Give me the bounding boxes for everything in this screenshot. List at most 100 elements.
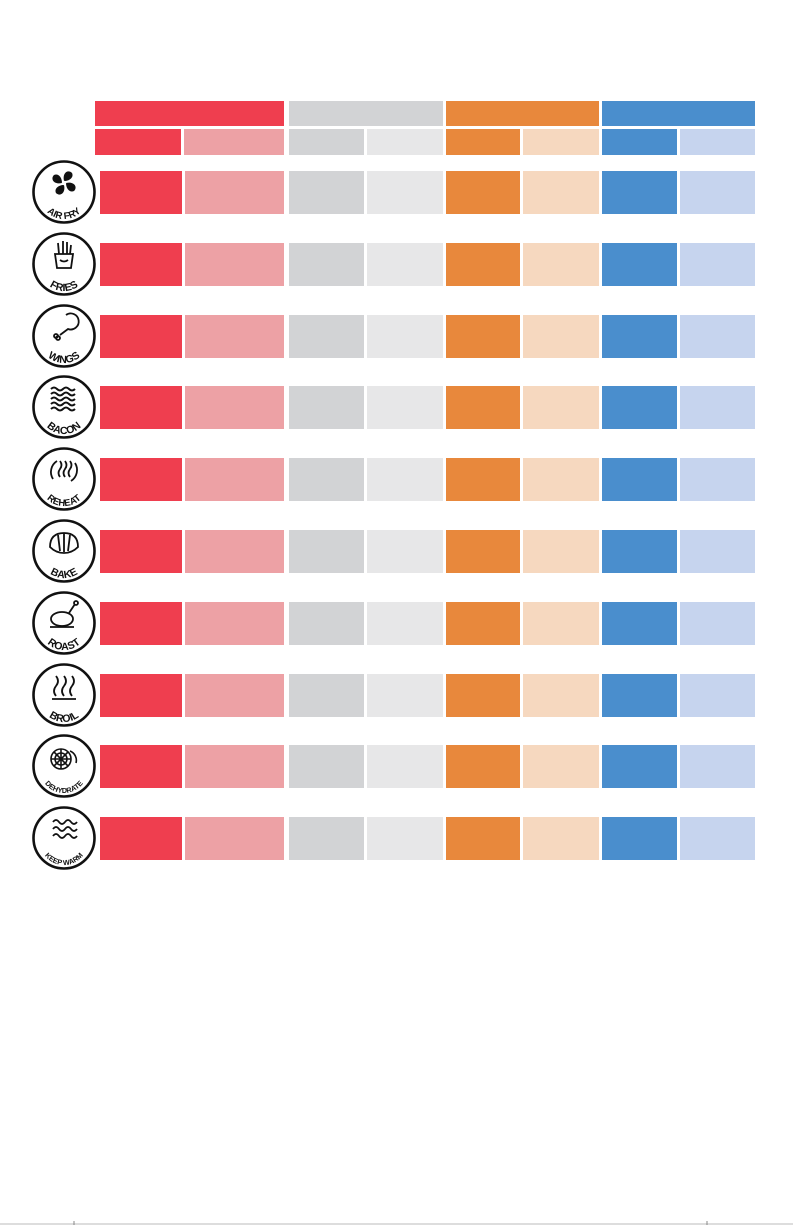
cell-roast-blue-light <box>680 601 755 645</box>
cell-reheat-blue-dark <box>602 458 677 502</box>
bacon-icon <box>50 386 76 412</box>
fan-icon <box>52 171 76 195</box>
cell-fries-gray-dark <box>289 242 364 286</box>
subheader-gray-light <box>367 129 443 155</box>
function-badge-bacon: BACON <box>31 374 97 440</box>
cell-dehydrate-red-dark <box>100 745 182 789</box>
cell-wings-orange-light <box>523 314 599 358</box>
function-label: ROAST <box>45 636 83 653</box>
cell-reheat-red-dark <box>100 458 182 502</box>
roast-chicken-icon <box>50 599 79 628</box>
cell-bacon-blue-dark <box>602 386 677 430</box>
cell-broil-orange-light <box>523 673 599 717</box>
cell-roast-blue-dark <box>602 601 677 645</box>
function-label: DEHYDRATE <box>43 779 85 795</box>
cell-dehydrate-red-light <box>185 745 284 789</box>
cell-fries-orange-dark <box>446 242 520 286</box>
cell-keep-warm-orange-dark <box>446 817 520 861</box>
cell-air-fry-blue-dark <box>602 171 677 214</box>
cell-bacon-red-dark <box>100 386 182 430</box>
svg-text:BACON: BACON <box>45 420 84 437</box>
svg-text:WINGS: WINGS <box>46 349 82 366</box>
cell-wings-gray-dark <box>289 314 364 358</box>
cell-keep-warm-orange-light <box>523 817 599 861</box>
cell-broil-red-light <box>185 673 284 717</box>
cell-wings-blue-light <box>680 314 755 358</box>
subheader-orange-dark <box>446 129 520 155</box>
cell-bacon-gray-dark <box>289 386 364 430</box>
header-bar-gray <box>289 101 443 126</box>
subheader-blue-light <box>680 129 755 155</box>
cell-air-fry-orange-light <box>523 171 599 214</box>
svg-text:KEEP WARM: KEEP WARM <box>43 851 85 868</box>
cell-fries-gray-light <box>367 242 443 286</box>
cell-wings-orange-dark <box>446 314 520 358</box>
cell-dehydrate-orange-dark <box>446 745 520 789</box>
cell-wings-gray-light <box>367 314 443 358</box>
cell-dehydrate-gray-dark <box>289 745 364 789</box>
dried-fruit-icon <box>50 748 78 771</box>
cell-fries-red-light <box>185 242 284 286</box>
header-bar-red <box>95 101 284 126</box>
cell-reheat-orange-light <box>523 458 599 502</box>
svg-text:DEHYDRATE: DEHYDRATE <box>43 779 85 795</box>
cell-keep-warm-gray-dark <box>289 817 364 861</box>
cell-reheat-gray-light <box>367 458 443 502</box>
drumstick-icon <box>53 312 80 341</box>
subheader-red-light <box>184 129 284 155</box>
cell-bake-gray-light <box>367 530 443 573</box>
function-label: WINGS <box>46 349 82 366</box>
cell-bacon-gray-light <box>367 386 443 430</box>
cell-broil-blue-light <box>680 673 755 717</box>
cell-roast-gray-dark <box>289 601 364 645</box>
cell-roast-red-dark <box>100 601 182 645</box>
function-label: BAKE <box>49 566 80 582</box>
subheader-orange-light <box>523 129 599 155</box>
fries-icon <box>53 240 75 269</box>
svg-text:FRIES: FRIES <box>48 278 80 294</box>
function-badge-keep-warm: KEEP WARM <box>31 805 97 871</box>
cell-bake-orange-dark <box>446 530 520 573</box>
cell-bake-red-dark <box>100 530 182 573</box>
function-label: BACON <box>45 420 84 437</box>
cell-reheat-blue-light <box>680 458 755 502</box>
cell-wings-red-dark <box>100 314 182 358</box>
svg-text:BAKE: BAKE <box>49 566 80 582</box>
cell-wings-red-light <box>185 314 284 358</box>
reheat-icon <box>50 460 78 482</box>
cell-air-fry-red-dark <box>100 171 182 214</box>
cell-roast-orange-dark <box>446 601 520 645</box>
cell-fries-red-dark <box>100 242 182 286</box>
cell-reheat-orange-dark <box>446 458 520 502</box>
svg-text:ROAST: ROAST <box>45 636 83 653</box>
function-badge-roast: ROAST <box>31 590 97 656</box>
function-badge-air-fry: AIR FRY <box>31 159 97 225</box>
warm-waves-icon <box>52 819 78 840</box>
cell-keep-warm-red-dark <box>100 817 182 861</box>
cell-keep-warm-blue-light <box>680 817 755 861</box>
function-badge-reheat: REHEAT <box>31 446 97 512</box>
cell-keep-warm-gray-light <box>367 817 443 861</box>
cell-fries-blue-dark <box>602 242 677 286</box>
cell-broil-orange-dark <box>446 673 520 717</box>
cell-bacon-blue-light <box>680 386 755 430</box>
function-badge-fries: FRIES <box>31 231 97 297</box>
cell-keep-warm-blue-dark <box>602 817 677 861</box>
cell-broil-gray-dark <box>289 673 364 717</box>
cell-air-fry-orange-dark <box>446 171 520 214</box>
cell-broil-gray-light <box>367 673 443 717</box>
cell-bake-gray-dark <box>289 530 364 573</box>
cell-fries-orange-light <box>523 242 599 286</box>
cell-dehydrate-gray-light <box>367 745 443 789</box>
cell-air-fry-blue-light <box>680 171 755 214</box>
cell-wings-blue-dark <box>602 314 677 358</box>
subheader-blue-dark <box>602 129 677 155</box>
cell-broil-blue-dark <box>602 673 677 717</box>
cell-bake-blue-dark <box>602 530 677 573</box>
cell-roast-red-light <box>185 601 284 645</box>
function-label: FRIES <box>48 278 80 294</box>
function-badge-broil: BROIL <box>31 662 97 728</box>
function-label: BROIL <box>47 708 81 724</box>
cell-bake-blue-light <box>680 530 755 573</box>
